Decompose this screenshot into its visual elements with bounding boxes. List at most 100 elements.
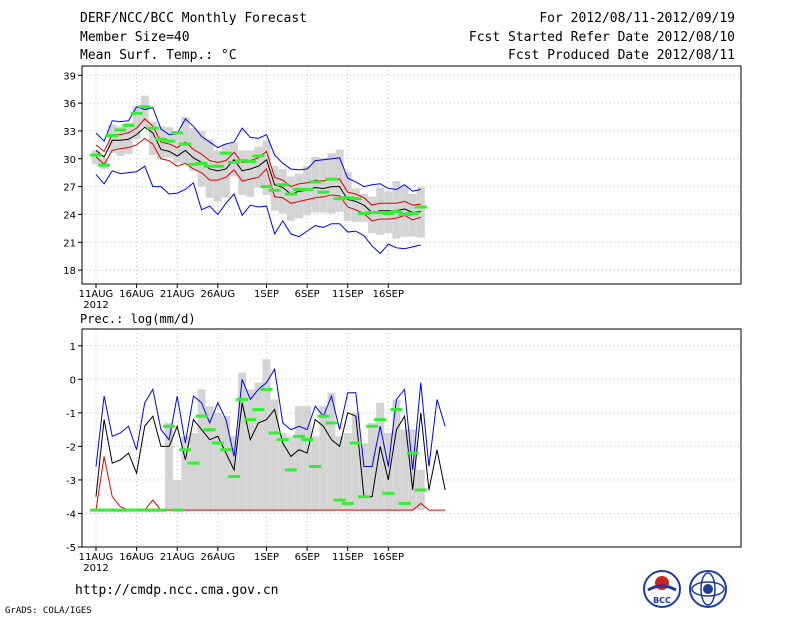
spread-box [286, 176, 295, 221]
x-tick-label: 11SEP [332, 289, 363, 300]
series-line-ensemble_mean [95, 402, 446, 498]
series-line-ensemble_max [95, 367, 446, 470]
y-tick-label: 1 [70, 342, 76, 353]
chart-title: DERF/NCC/BCC Monthly Forecast [80, 11, 307, 26]
spread-box [278, 168, 287, 214]
spread-box [238, 372, 247, 511]
spread-box [108, 124, 117, 154]
y-tick-label: -4 [66, 509, 76, 520]
x-tick-label: 16AUG [119, 552, 154, 563]
x-tick-label: 16SEP [373, 552, 404, 563]
y-tick-label: -5 [66, 543, 76, 554]
series-line-upper [95, 118, 421, 206]
y-tick-label: 21 [63, 238, 76, 249]
x-tick-label: 21AUG [160, 289, 195, 300]
spread-box [384, 432, 393, 511]
spread-box [197, 389, 206, 511]
member-size: Member Size=40 [80, 30, 190, 45]
x-tick-label: 6SEP [295, 289, 320, 300]
x-tick-label: 6SEP [295, 552, 320, 563]
fcst-started-date: Fcst Started Refer Date 2012/08/10 [468, 30, 735, 45]
series-line-lower [95, 137, 421, 222]
spread-box [400, 185, 409, 237]
spread-box [359, 443, 368, 511]
spread-box [319, 157, 328, 213]
spread-box [189, 432, 198, 511]
y-tick-label: 30 [63, 155, 76, 166]
spread-box [286, 436, 295, 511]
spread-box [270, 399, 279, 511]
series-line-ensemble_max [95, 106, 421, 192]
spread-box [148, 121, 157, 156]
spread-box [213, 412, 222, 511]
spread-box [124, 122, 133, 155]
spread-box [140, 95, 149, 128]
spread-box [246, 389, 255, 511]
spread-box [295, 406, 303, 511]
spread-box [400, 429, 409, 511]
grads-credit: GrADS: COLA/IGES [5, 606, 92, 616]
spread-box [376, 402, 385, 511]
spread-box [262, 140, 271, 195]
plot-frame [81, 65, 742, 285]
spread-box [327, 392, 336, 511]
series-line-ensemble_min [95, 456, 446, 511]
y-tick-label: -2 [66, 442, 76, 453]
spread-box [230, 436, 239, 511]
x-tick-label: 11SEP [332, 552, 363, 563]
spread-box [197, 130, 206, 187]
spread-box [327, 153, 336, 214]
precip-panel-title: Prec.: log(mm/d) [80, 312, 196, 326]
spread-box [173, 130, 182, 163]
spread-box [238, 150, 247, 195]
spread-box [254, 146, 263, 188]
spread-box [205, 406, 214, 511]
spread-box [221, 416, 230, 511]
ncc-logo [689, 570, 727, 608]
spread-box [116, 126, 125, 156]
x-tick-label: 26AUG [200, 289, 235, 300]
x-year-label: 2012 [83, 300, 108, 311]
x-tick-label: 1SEP [254, 552, 279, 563]
spread-box [368, 196, 377, 233]
y-tick-label: 24 [63, 210, 76, 221]
spread-box [343, 432, 352, 511]
x-tick-label: 21AUG [160, 552, 195, 563]
bcc-logo: BCC [643, 570, 681, 608]
spread-box [173, 479, 182, 511]
spread-box [254, 382, 263, 511]
spread-box [351, 412, 360, 511]
spread-box [392, 399, 401, 511]
spread-box [181, 436, 190, 511]
fcst-produced-date: Fcst Produced Date 2012/08/11 [508, 48, 735, 63]
series-line-ensemble_min [95, 165, 421, 255]
logos: BCC [643, 570, 727, 608]
x-tick-label: 11AUG [79, 552, 114, 563]
temperature-panel: 18 21 24 27 30 33 36 39 11AUG 16AUG 21AUG 26AUG 1SEP… [63, 65, 742, 311]
spread-box [246, 150, 255, 197]
y-tick-label: 39 [63, 71, 76, 82]
spread-box [303, 406, 312, 511]
x-tick-label: 26AUG [200, 552, 235, 563]
spread-box [359, 194, 368, 222]
x-year-label: 2012 [83, 563, 108, 574]
series-line-ensemble_mean [95, 126, 421, 214]
variable-label: Mean Surf. Temp.: °C [80, 48, 237, 63]
spread-box [221, 143, 230, 198]
precipitation-panel: -5 -4 -3 -2 -1 0 1 11AUG 16AUG 21AUG 26AUG 1SEP 6SEP… [66, 328, 742, 574]
forecast-period: For 2012/08/11-2012/09/19 [539, 11, 735, 26]
spread-box [351, 188, 360, 222]
y-tick-label: 33 [63, 127, 76, 138]
spread-box [165, 422, 174, 511]
spread-box [335, 436, 344, 511]
spread-box [319, 406, 328, 511]
spread-box [295, 173, 303, 219]
spread-box [181, 117, 190, 164]
source-url[interactable]: http://cmdp.ncc.cma.gov.cn [75, 583, 279, 598]
y-tick-label: 27 [63, 183, 76, 194]
y-tick-label: 0 [70, 375, 76, 386]
spread-box [270, 166, 279, 211]
spread-box [311, 436, 320, 511]
bcc-logo-text: BCC [653, 596, 671, 605]
